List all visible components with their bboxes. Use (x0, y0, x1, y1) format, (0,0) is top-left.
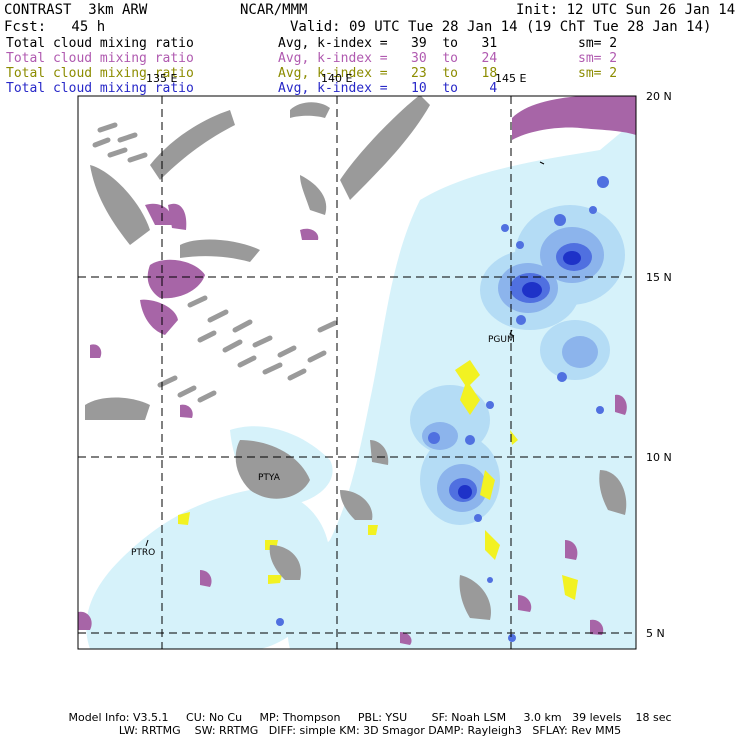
cell-small-12 (276, 618, 284, 626)
cell-small-14 (596, 406, 604, 414)
cell-mid-d (562, 336, 598, 368)
cell-small-8 (474, 514, 482, 522)
field-3-name: Total cloud mixing ratio (6, 66, 194, 81)
lat-label-20: 20 N (646, 90, 672, 103)
cell-small-6 (428, 432, 440, 444)
cell-strong-c (449, 478, 477, 502)
field-2-name: Total cloud mixing ratio (6, 51, 194, 66)
purple-cloud-field (78, 96, 636, 645)
cell-small-5 (465, 435, 475, 445)
lon-label-145: 145 E (495, 72, 526, 85)
cell-core-c (458, 485, 472, 499)
field-4-range: Avg, k-index = 10 to 4 (278, 81, 498, 96)
cell-small-11 (589, 206, 597, 214)
pgum-marker (509, 329, 515, 337)
field-1-smoothing: sm= 2 (578, 36, 618, 51)
cell-mid-e (422, 422, 458, 450)
field-1-name: Total cloud mixing ratio (6, 36, 194, 51)
cell-outer-b (480, 250, 580, 330)
cell-small-2 (554, 214, 566, 226)
light-cloud-shading (86, 120, 636, 649)
valid-time: Valid: 09 UTC Tue 28 Jan 14 (19 ChT Tue … (290, 19, 712, 35)
cell-mid-a (540, 227, 604, 283)
cell-outer-e (540, 320, 610, 380)
convective-cells (276, 176, 625, 642)
field-3-smoothing: sm= 2 (578, 66, 618, 81)
cell-small-10 (516, 241, 524, 249)
cell-small-7 (486, 401, 494, 409)
cell-small-3 (516, 315, 526, 325)
yellow-cloud-field (178, 360, 578, 600)
lat-label-5: 5 N (646, 627, 665, 640)
misc-marker (539, 161, 545, 165)
forecast-hour: Fcst: 45 h (4, 19, 106, 35)
gray-cloud-field (85, 96, 627, 620)
cell-core-b (522, 282, 542, 298)
cell-mid-b (498, 263, 558, 313)
cell-small-15 (487, 577, 493, 583)
lat-label-10: 10 N (646, 451, 672, 464)
cell-small-4 (557, 372, 567, 382)
lat-label-15: 15 N (646, 271, 672, 284)
gray-streaks (92, 122, 338, 403)
field-2-range: Avg, k-index = 30 to 24 (278, 51, 498, 66)
field-3-range: Avg, k-index = 23 to 18 (278, 66, 498, 81)
cell-core-a (563, 251, 581, 265)
cell-small-9 (501, 224, 509, 232)
organization: NCAR/MMM (240, 2, 308, 18)
map-frame (77, 95, 637, 650)
station-ptro: PTRO (131, 548, 155, 558)
cell-outer-c (420, 435, 500, 525)
field-4-name: Total cloud mixing ratio (6, 81, 194, 96)
cell-small-13 (508, 634, 516, 642)
init-time: Init: 12 UTC Sun 26 Jan 14 (516, 2, 736, 18)
station-markers (145, 161, 545, 547)
field-2-smoothing: sm= 2 (578, 51, 618, 66)
cell-mid-c (437, 464, 487, 512)
cell-strong-a (556, 243, 592, 271)
cell-outer-a (515, 205, 625, 305)
cell-outer-d (410, 385, 490, 455)
cell-strong-b (510, 273, 550, 303)
ptro-marker (145, 539, 149, 547)
cell-small-1 (597, 176, 609, 188)
lat-lon-grid (78, 95, 636, 649)
model-info-line-1: Model Info: V3.5.1 CU: No Cu MP: Thompso… (68, 711, 672, 724)
field-1-range: Avg, k-index = 39 to 31 (278, 36, 498, 51)
station-ptya: PTYA (258, 473, 281, 483)
model-title: CONTRAST 3km ARW (4, 2, 148, 18)
station-pgum: PGUM (488, 335, 515, 345)
model-info-line-2: LW: RRTMG SW: RRTMG DIFF: simple KM: 3D … (118, 724, 622, 737)
